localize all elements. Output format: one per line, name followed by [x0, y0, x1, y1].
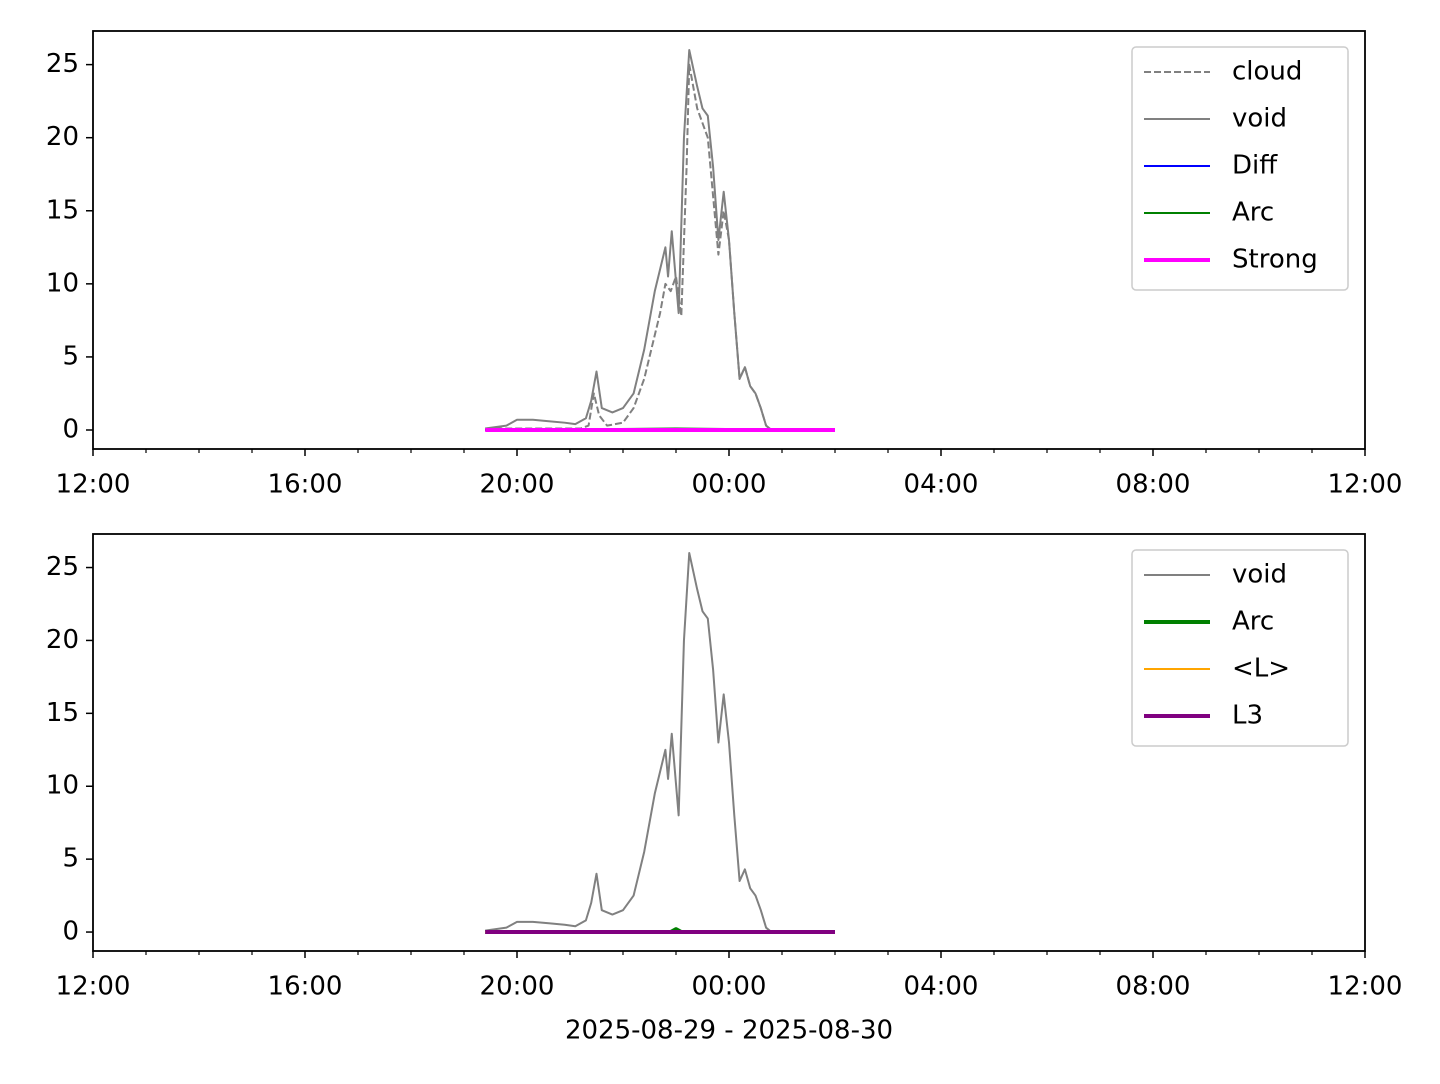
y-tick-label: 0	[62, 917, 79, 947]
x-tick-label: 12:00	[56, 972, 131, 1002]
legend-label: Arc	[1232, 198, 1274, 228]
y-tick-label: 10	[46, 771, 79, 801]
x-axis-label: 2025-08-29 - 2025-08-30	[565, 1016, 893, 1046]
y-tick-label: 5	[62, 341, 79, 371]
legend-label: Arc	[1232, 607, 1274, 637]
series-line	[485, 551, 835, 934]
x-tick-label: 20:00	[480, 470, 555, 500]
series-line	[485, 63, 835, 431]
x-tick-label: 04:00	[904, 470, 979, 500]
axes-frame	[92, 533, 1366, 952]
x-tick-label: 12:00	[1328, 470, 1403, 500]
x-tick-label: 08:00	[1116, 470, 1191, 500]
x-tick-label: 20:00	[480, 972, 555, 1002]
y-tick-label: 20	[46, 122, 79, 152]
legend-label: L3	[1232, 701, 1263, 731]
x-tick-label: 16:00	[268, 470, 343, 500]
x-tick-label: 04:00	[904, 972, 979, 1002]
y-tick-label: 15	[46, 698, 79, 728]
legend-label: Strong	[1232, 245, 1318, 275]
y-tick-label: 15	[46, 195, 79, 225]
axes-frame	[92, 30, 1366, 450]
legend-frame	[1131, 46, 1349, 291]
legend-label: Diff	[1232, 151, 1278, 181]
legend-label: void	[1232, 104, 1287, 134]
axes: 0 5 10 15 20 25 12:00 16:00 20:00 00:00 04:00 08:00…	[46, 533, 1403, 1046]
x-tick-label: 12:00	[1328, 972, 1403, 1002]
x-tick-label: 00:00	[692, 470, 767, 500]
y-tick-label: 20	[46, 625, 79, 655]
legend-label: void	[1232, 560, 1287, 590]
x-tick-label: 12:00	[56, 470, 131, 500]
series-line	[485, 49, 835, 431]
legend: void Arc <L> L3	[1131, 549, 1349, 747]
x-tick-label: 00:00	[692, 972, 767, 1002]
y-tick-label: 5	[62, 844, 79, 874]
y-tick-label: 25	[46, 49, 79, 79]
axes: 0 5 10 15 20 25 12:00 16:00 20:00 00:00 04:00 08:00…	[46, 30, 1403, 500]
legend-label: <L>	[1232, 654, 1290, 684]
y-tick-label: 10	[46, 268, 79, 298]
x-tick-label: 08:00	[1116, 972, 1191, 1002]
legend: cloud void Diff Arc Strong	[1131, 46, 1349, 291]
legend-frame	[1131, 549, 1349, 747]
y-tick-label: 0	[62, 415, 79, 445]
x-tick-label: 16:00	[268, 972, 343, 1002]
y-tick-label: 25	[46, 552, 79, 582]
legend-label: cloud	[1232, 57, 1302, 87]
